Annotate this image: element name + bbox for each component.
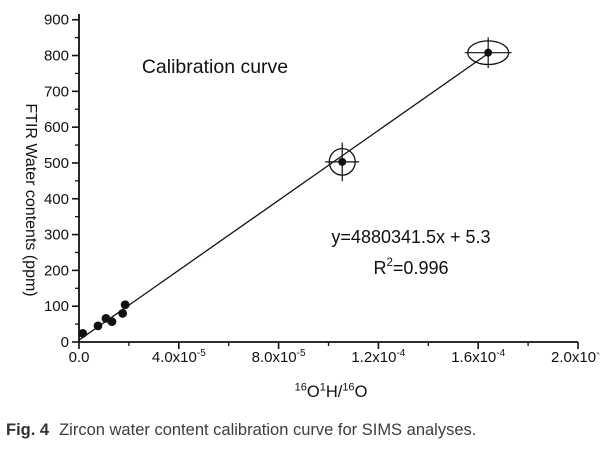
- calibration-chart: 0.0 4.0x10-5 8.0x10-5 1.2x10-4 1.6x10-4 2.0x1…: [22, 12, 600, 401]
- y-tick-label: 0: [61, 334, 69, 351]
- y-tick-label: 800: [44, 48, 69, 65]
- y-tick-label: 200: [44, 262, 69, 279]
- y-tick-label: 500: [44, 155, 69, 172]
- y-tick-label: 900: [44, 12, 69, 29]
- x-tick-label: 0.0: [69, 349, 90, 366]
- x-tick-label: 2.0x10-4: [551, 348, 600, 366]
- data-point: [78, 329, 88, 338]
- chart-title: Calibration curve: [142, 56, 288, 78]
- y-axis: 0 100 200 300 400 500 600 700 800 900: [44, 12, 79, 351]
- fit-line: [78, 52, 490, 341]
- circled-data-point: [325, 142, 360, 182]
- equation-annotation: y=4880341.5x + 5.3: [331, 227, 490, 247]
- x-tick-label: 1.6x10-4: [451, 348, 505, 366]
- plot-area: 0.0 4.0x10-5 8.0x10-5 1.2x10-4 1.6x10-4 2.0x1…: [22, 12, 600, 401]
- data-point: [93, 321, 103, 331]
- y-axis-title: FTIR Water contents (ppm): [22, 103, 39, 296]
- x-tick-label: 1.2x10-4: [351, 348, 405, 366]
- x-tick-label: 4.0x10-5: [152, 348, 206, 366]
- r-squared-annotation: R2=0.996: [374, 257, 449, 278]
- y-tick-label: 300: [44, 227, 69, 244]
- figure-caption-label: Fig. 4: [6, 421, 50, 439]
- y-tick-label: 600: [44, 119, 69, 136]
- x-axis-title: 16O1H/16O: [295, 382, 368, 402]
- data-point: [484, 48, 493, 57]
- y-tick-label: 100: [44, 298, 69, 315]
- error-ellipse: [467, 40, 510, 66]
- circled-data-point: [464, 37, 512, 69]
- x-tick-label: 8.0x10-5: [252, 348, 306, 366]
- data-points: [78, 300, 130, 338]
- figure-caption-text: Zircon water content calibration curve f…: [59, 421, 477, 439]
- data-point: [338, 157, 347, 166]
- figure-caption: Fig. 4 Zircon water content calibration c…: [6, 420, 594, 441]
- data-point: [118, 308, 128, 318]
- data-point: [107, 317, 117, 326]
- error-ellipse: [328, 147, 356, 176]
- data-point: [120, 300, 130, 310]
- y-tick-label: 700: [44, 83, 69, 100]
- y-tick-label: 400: [44, 191, 69, 208]
- x-axis: 0.0 4.0x10-5 8.0x10-5 1.2x10-4 1.6x10-4 2.0x1…: [69, 342, 600, 366]
